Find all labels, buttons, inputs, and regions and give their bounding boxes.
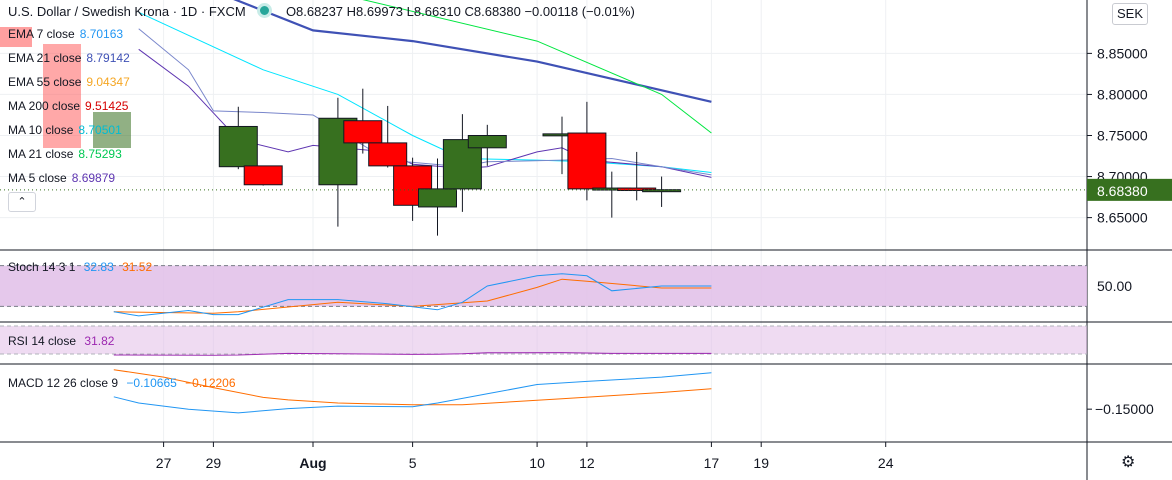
candle-body (567, 132, 607, 190)
indicator-legend-row[interactable]: EMA 55 close 9.04347 (8, 75, 130, 89)
candle-body (467, 134, 507, 149)
price-tick-label: 8.75000 (1097, 127, 1148, 143)
price-tick-label: 8.65000 (1097, 210, 1148, 226)
rsi-line (113, 352, 712, 356)
time-tick-label: 5 (409, 455, 417, 471)
stoch-k-value: 32.83 (83, 260, 114, 274)
time-tick-label: 24 (878, 455, 894, 471)
indicator-legend-row[interactable]: MA 10 close 8.70501 (8, 123, 122, 137)
stoch-d-value: 31.52 (122, 260, 153, 274)
indicator-legend-row[interactable]: EMA 21 close 8.79142 (8, 51, 130, 65)
indicator-label: EMA 55 close (8, 75, 82, 89)
indicator-label: EMA 21 close (8, 51, 82, 65)
chevron-up-icon: ⌃ (17, 196, 27, 208)
macd-line (113, 372, 712, 414)
time-tick-label: Aug (299, 455, 326, 471)
gear-icon[interactable]: ⚙ (1121, 454, 1136, 471)
indicator-legend-row[interactable]: EMA 7 close 8.70163 (8, 27, 123, 41)
indicator-label: EMA 7 close (8, 27, 75, 41)
ma-line (233, 0, 712, 103)
legend-swatch (93, 112, 131, 148)
macd-legend[interactable]: MACD 12 26 close 9 −0.10665 −0.12206 (8, 376, 236, 390)
candle-body (243, 165, 283, 186)
indicator-value: 9.51425 (85, 99, 129, 113)
indicator-value: 8.75293 (78, 147, 122, 161)
chart-header: U.S. Dollar / Swedish Krona · 1D · FXCM … (8, 3, 635, 19)
stoch-k-line (113, 273, 712, 317)
indicator-value: 8.69879 (71, 171, 116, 185)
stoch-band (0, 265, 1087, 307)
legend-swatch (0, 27, 32, 47)
macd-label: MACD 12 26 close 9 (8, 376, 119, 390)
indicator-value: 8.70501 (78, 123, 122, 137)
time-tick-label: 29 (206, 455, 222, 471)
stoch-tick-label: 50.00 (1097, 278, 1132, 294)
candle-body (642, 189, 682, 193)
indicator-label: MA 5 close (8, 171, 67, 185)
candle-body (218, 125, 258, 168)
indicator-label: MA 10 close (8, 123, 74, 137)
rsi-value: 31.82 (84, 334, 115, 348)
rsi-label: RSI 14 close (8, 334, 77, 348)
collapse-legend-button[interactable]: ⌃ (8, 192, 36, 212)
stoch-label: Stoch 14 3 1 (8, 260, 76, 274)
stoch-d-line (113, 278, 712, 314)
stoch-legend[interactable]: Stoch 14 3 1 32.83 31.52 (8, 260, 152, 274)
price-tick-label: 8.80000 (1097, 86, 1148, 102)
time-tick-label: 17 (704, 455, 720, 471)
indicator-legend-row[interactable]: MA 21 close 8.75293 (8, 147, 122, 161)
price-tick-label: 8.85000 (1097, 45, 1148, 61)
rsi-band (0, 326, 1087, 354)
ma-line (362, 0, 712, 134)
time-tick-label: 19 (753, 455, 769, 471)
candle-body (343, 120, 383, 144)
indicator-legend-row[interactable]: MA 5 close 8.69879 (8, 171, 115, 185)
macd-value: −0.10665 (126, 376, 177, 390)
ohlc-readout: O8.68237 H8.69973 L8.66310 C8.68380 −0.0… (285, 4, 635, 19)
indicator-value: 9.04347 (86, 75, 130, 89)
indicator-label: MA 200 close (8, 99, 81, 113)
candle-body (368, 142, 408, 167)
time-tick-label: 27 (156, 455, 172, 471)
last-price-label: 8.68380 (1097, 183, 1148, 199)
symbol-title: U.S. Dollar / Swedish Krona · 1D · FXCM (8, 4, 246, 19)
indicator-legend-row[interactable]: MA 200 close 9.51425 (8, 99, 128, 113)
legend-swatch (43, 44, 81, 148)
indicator-label: MA 21 close (8, 147, 74, 161)
time-tick-label: 10 (529, 455, 545, 471)
macd-signal-line (113, 369, 712, 406)
candle-body (418, 188, 457, 208)
last-price-badge (1087, 178, 1172, 201)
time-tick-label: 12 (579, 455, 595, 471)
signal-value: −0.12206 (185, 376, 236, 390)
macd-tick-label: −0.15000 (1095, 401, 1154, 417)
rsi-legend[interactable]: RSI 14 close 31.82 (8, 334, 114, 348)
currency-button[interactable]: SEK (1112, 3, 1148, 25)
indicator-value: 8.79142 (86, 51, 130, 65)
market-status-icon (257, 3, 273, 18)
indicator-value: 8.70163 (79, 27, 124, 41)
